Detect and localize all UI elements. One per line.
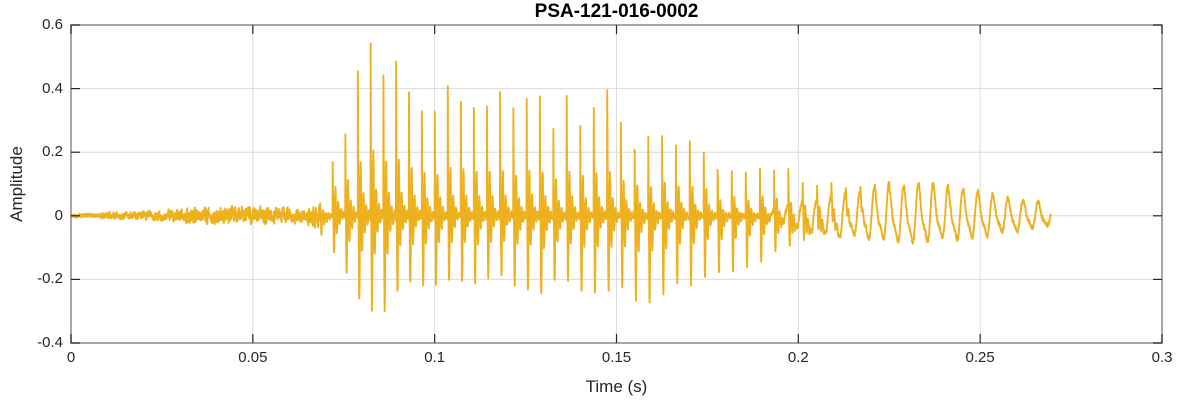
- x-axis-label: Time (s): [585, 377, 648, 396]
- y-tick-label: 0: [54, 206, 63, 224]
- x-tick-label: 0.3: [1151, 349, 1173, 366]
- x-tick-label: 0.2: [787, 349, 809, 366]
- y-tick-label: 0.2: [42, 143, 63, 161]
- x-tick-label: 0.1: [424, 349, 446, 366]
- x-tick-label: 0: [66, 349, 76, 366]
- x-tick-label: 0.15: [601, 349, 632, 366]
- y-tick-label: 0.4: [42, 79, 63, 97]
- y-tick-label: -0.2: [37, 270, 63, 288]
- x-tick-label: 0.05: [238, 349, 268, 366]
- y-tick-label: 0.6: [42, 16, 63, 33]
- x-tick-label: 0.25: [965, 349, 995, 366]
- waveform-trace: [70, 42, 1052, 313]
- chart-title: PSA-121-016-0002: [534, 1, 699, 22]
- y-tick-label: -0.4: [37, 334, 63, 351]
